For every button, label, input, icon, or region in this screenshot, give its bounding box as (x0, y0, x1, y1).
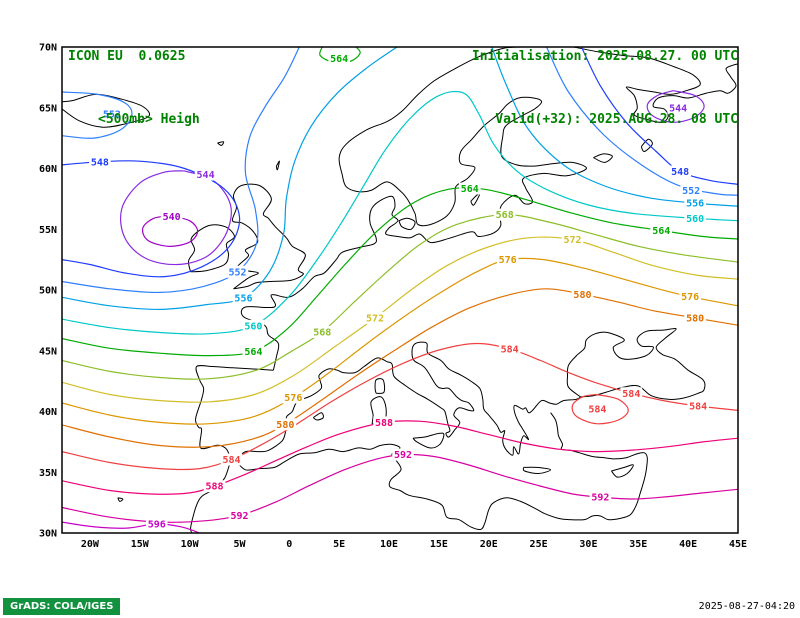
svg-text:580: 580 (573, 290, 591, 301)
svg-text:584: 584 (588, 405, 606, 416)
svg-text:70N: 70N (39, 43, 57, 54)
svg-text:556: 556 (234, 293, 252, 304)
svg-text:576: 576 (499, 255, 517, 266)
creation-timestamp: 2025-08-27-04:20 (698, 601, 795, 612)
svg-text:544: 544 (669, 103, 687, 114)
svg-text:544: 544 (197, 170, 215, 181)
svg-text:30E: 30E (579, 539, 597, 550)
svg-text:588: 588 (375, 418, 393, 429)
svg-text:584: 584 (222, 455, 240, 466)
svg-text:552: 552 (103, 109, 121, 120)
title-block: ICON EU 0.0625 <500mb> Heigh (68, 4, 200, 172)
svg-text:560: 560 (244, 321, 262, 332)
svg-text:596: 596 (148, 519, 166, 530)
svg-text:45N: 45N (39, 346, 57, 357)
svg-text:0: 0 (286, 539, 292, 550)
svg-text:30N: 30N (39, 529, 57, 540)
svg-text:584: 584 (622, 389, 640, 400)
svg-text:564: 564 (330, 54, 348, 65)
model-title: ICON EU 0.0625 (68, 49, 186, 64)
svg-text:592: 592 (230, 511, 248, 522)
svg-text:40E: 40E (679, 539, 697, 550)
time-block: Initialisation: 2025.08.27. 00 UTC Valid… (472, 4, 738, 172)
svg-text:548: 548 (671, 167, 689, 178)
contour-labels-layer: 540 544 544 548 548 552 552 552 556 556 560 560 564 5… (89, 52, 709, 530)
field-title: <500mb> Heigh (98, 112, 200, 127)
svg-text:20E: 20E (480, 539, 498, 550)
svg-text:576: 576 (284, 393, 302, 404)
svg-text:5W: 5W (233, 539, 246, 550)
svg-text:560: 560 (686, 214, 704, 225)
svg-text:50N: 50N (39, 286, 57, 297)
svg-text:5E: 5E (333, 539, 345, 550)
svg-text:15E: 15E (430, 539, 448, 550)
svg-text:588: 588 (206, 482, 224, 493)
svg-text:568: 568 (496, 210, 514, 221)
svg-text:592: 592 (591, 493, 609, 504)
svg-text:10W: 10W (181, 539, 200, 550)
valid-time: Valid(+32): 2025.AUG.28. 08 UTC (495, 112, 738, 127)
svg-text:35N: 35N (39, 468, 57, 479)
svg-text:572: 572 (563, 235, 581, 246)
svg-text:572: 572 (366, 313, 384, 324)
grads-logo: GrADS: COLA/IGES (3, 598, 121, 615)
axis-labels: 70N 65N 60N 55N 50N 45N 40N 35N 30N 20W 15W 10W 5W 0 5… (39, 43, 747, 551)
svg-text:10E: 10E (380, 539, 398, 550)
svg-text:556: 556 (686, 199, 704, 210)
map-frame (61, 46, 739, 534)
svg-text:60N: 60N (39, 164, 57, 175)
svg-text:564: 564 (244, 347, 262, 358)
svg-text:584: 584 (689, 402, 707, 413)
svg-text:564: 564 (461, 184, 479, 195)
svg-text:568: 568 (313, 327, 331, 338)
svg-text:20W: 20W (81, 539, 100, 550)
svg-text:592: 592 (394, 450, 412, 461)
svg-text:576: 576 (681, 292, 699, 303)
svg-text:45E: 45E (729, 539, 747, 550)
svg-text:15W: 15W (131, 539, 150, 550)
svg-text:584: 584 (501, 344, 519, 355)
svg-text:552: 552 (228, 267, 246, 278)
svg-text:580: 580 (276, 420, 294, 431)
init-time: Initialisation: 2025.08.27. 00 UTC (471, 49, 738, 64)
svg-text:25E: 25E (530, 539, 548, 550)
svg-text:564: 564 (652, 226, 670, 237)
svg-text:548: 548 (91, 157, 109, 168)
svg-text:540: 540 (163, 212, 181, 223)
svg-text:552: 552 (682, 186, 700, 197)
svg-text:65N: 65N (39, 103, 57, 114)
svg-text:40N: 40N (39, 407, 57, 418)
svg-text:580: 580 (686, 313, 704, 324)
svg-text:55N: 55N (39, 225, 57, 236)
svg-text:35E: 35E (629, 539, 647, 550)
